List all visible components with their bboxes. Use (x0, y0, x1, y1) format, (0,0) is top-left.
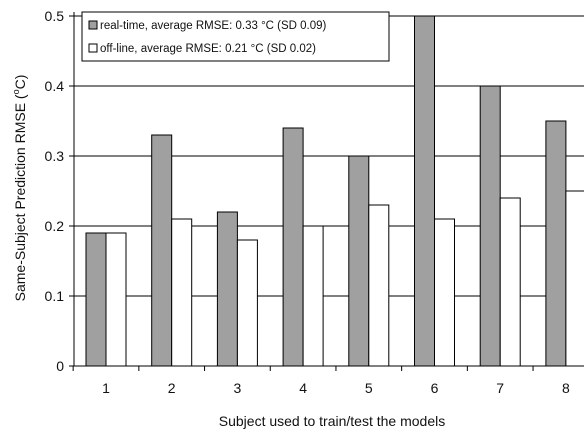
y-axis-title-tail: C) (12, 75, 28, 90)
tick-labels: 0 0.1 0.2 0.3 0.4 0.5 1 2 3 4 5 6 7 8 (45, 8, 570, 396)
legend-label-real-time: real-time, average RMSE: 0.33 °C (SD 0.0… (100, 20, 327, 32)
legend-box (81, 11, 390, 62)
legend: real-time, average RMSE: 0.33 °C (SD 0.0… (81, 11, 390, 62)
legend-swatch-real-time (88, 20, 98, 30)
bar-off-line-subject-5 (368, 204, 390, 367)
x-tick-label: 7 (496, 380, 504, 396)
bar-off-line-subject-2 (171, 218, 193, 367)
legend-label-off-line: off-line, average RMSE: 0.21 °C (SD 0.02… (100, 43, 316, 55)
y-tick-label: 0.1 (45, 288, 65, 304)
y-axis-title-main: Same-Subject Prediction RMSE ( (12, 94, 28, 301)
x-tick-label: 5 (365, 380, 373, 396)
x-axis-title: Subject used to train/test the models (219, 413, 445, 429)
bar-off-line-subject-3 (236, 239, 258, 367)
y-tick-label: 0.2 (45, 218, 65, 234)
legend-swatch-off-line (88, 43, 98, 53)
x-tick-label: 3 (234, 380, 242, 396)
x-tick-label: 2 (168, 380, 176, 396)
x-tick-label: 4 (299, 380, 307, 396)
bar-off-line-subject-6 (434, 218, 455, 367)
bar-real-time-subject-6 (414, 15, 435, 367)
y-axis-title: Same-Subject Prediction RMSE (oC) (11, 75, 28, 302)
bar-real-time-subject-8 (545, 120, 567, 367)
y-axis-title-degree: o (11, 89, 21, 94)
y-tick-label: 0.4 (45, 78, 65, 94)
x-tick-label: 1 (102, 380, 110, 396)
bar-real-time-subject-3 (216, 211, 238, 367)
bar-off-line-subject-8 (565, 190, 584, 367)
bar-off-line-subject-1 (105, 232, 127, 367)
y-tick-label: 0 (56, 358, 64, 374)
bar-off-line-subject-4 (302, 225, 324, 367)
bar-off-line-subject-7 (499, 197, 521, 367)
bar-real-time-subject-1 (85, 232, 107, 367)
bar-real-time-subject-5 (348, 155, 370, 367)
x-tick-label: 6 (431, 380, 439, 396)
bar-real-time-subject-4 (282, 127, 304, 367)
axes (69, 12, 584, 371)
y-tick-label: 0.3 (45, 148, 65, 164)
bar-real-time-subject-7 (479, 85, 501, 367)
bars (85, 15, 584, 367)
y-tick-label: 0.5 (45, 8, 65, 24)
x-tick-label: 8 (562, 380, 570, 396)
bar-real-time-subject-2 (151, 134, 173, 367)
